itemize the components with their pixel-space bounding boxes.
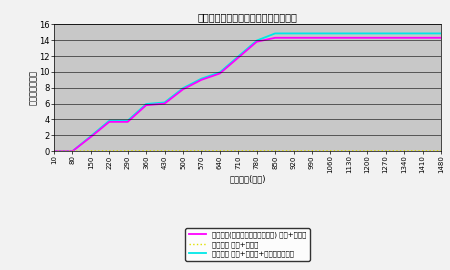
- 定率減税(今年もし去年同様なら) 国税+地方税: [125, 120, 130, 123]
- 増税割合 国税+地方税+定率減税廃止分: [420, 32, 425, 35]
- 定率減税(今年もし去年同様なら) 国税+地方税: [88, 135, 94, 139]
- 定率減税(今年もし去年同様なら) 国税+地方税: [70, 150, 75, 153]
- 増税割合 国税+地方税+定率減税廃止分: [272, 32, 278, 35]
- 増税割合 国税+地方税+定率減税廃止分: [217, 71, 223, 74]
- 増税割合 国税+地方税: [217, 149, 223, 153]
- 増税割合 国税+地方税: [125, 149, 130, 153]
- 増税割合 国税+地方税: [107, 149, 112, 153]
- 増税割合 国税+地方税: [162, 149, 167, 153]
- 定率減税(今年もし去年同様なら) 国税+地方税: [217, 72, 223, 75]
- 増税割合 国税+地方税+定率減税廃止分: [364, 32, 370, 35]
- X-axis label: 課税所得(万円): 課税所得(万円): [229, 175, 266, 184]
- 増税割合 国税+地方税: [309, 149, 315, 153]
- 増税割合 国税+地方税+定率減税廃止分: [438, 32, 444, 35]
- 増税割合 国税+地方税: [199, 149, 204, 153]
- 増税割合 国税+地方税+定率減税廃止分: [70, 150, 75, 153]
- 定率減税(今年もし去年同様なら) 国税+地方税: [364, 36, 370, 39]
- 増税割合 国税+地方税: [272, 149, 278, 153]
- 増税割合 国税+地方税: [88, 149, 94, 153]
- 増税割合 国税+地方税+定率減税廃止分: [383, 32, 388, 35]
- 増税割合 国税+地方税: [144, 149, 149, 153]
- 増税割合 国税+地方税+定率減税廃止分: [236, 55, 241, 58]
- 増税割合 国税+地方税: [180, 149, 186, 153]
- 定率減税(今年もし去年同様なら) 国税+地方税: [254, 40, 259, 43]
- 増税割合 国税+地方税+定率減税廃止分: [180, 86, 186, 90]
- 増税割合 国税+地方税+定率減税廃止分: [328, 32, 333, 35]
- 増税割合 国税+地方税+定率減税廃止分: [125, 119, 130, 122]
- 定率減税(今年もし去年同様なら) 国税+地方税: [328, 36, 333, 39]
- 増税割合 国税+地方税: [328, 149, 333, 153]
- 増税割合 国税+地方税+定率減税廃止分: [88, 134, 94, 138]
- 増税割合 国税+地方税: [254, 149, 259, 153]
- 増税割合 国税+地方税: [438, 149, 444, 153]
- 増税割合 国税+地方税+定率減税廃止分: [309, 32, 315, 35]
- 増税割合 国税+地方税+定率減税廃止分: [107, 119, 112, 122]
- 定率減税(今年もし去年同様なら) 国税+地方税: [401, 36, 407, 39]
- 定率減税(今年もし去年同様なら) 国税+地方税: [346, 36, 351, 39]
- Title: 税源移譲と定率減税廃止による増税額: 税源移譲と定率減税廃止による増税額: [198, 12, 297, 22]
- 定率減税(今年もし去年同様なら) 国税+地方税: [291, 36, 296, 39]
- 定率減税(今年もし去年同様なら) 国税+地方税: [107, 120, 112, 123]
- 増税割合 国税+地方税: [51, 150, 57, 153]
- 増税割合 国税+地方税: [346, 149, 351, 153]
- Line: 定率減税(今年もし去年同様なら) 国税+地方税: 定率減税(今年もし去年同様なら) 国税+地方税: [54, 38, 441, 151]
- 増税割合 国税+地方税: [401, 149, 407, 153]
- 定率減税(今年もし去年同様なら) 国税+地方税: [199, 78, 204, 82]
- 定率減税(今年もし去年同様なら) 国税+地方税: [51, 150, 57, 153]
- 増税割合 国税+地方税: [70, 150, 75, 153]
- 増税割合 国税+地方税+定率減税廃止分: [199, 77, 204, 80]
- 増税割合 国税+地方税+定率減税廃止分: [346, 32, 351, 35]
- 定率減税(今年もし去年同様なら) 国税+地方税: [420, 36, 425, 39]
- 定率減税(今年もし去年同様なら) 国税+地方税: [309, 36, 315, 39]
- 定率減税(今年もし去年同様なら) 国税+地方税: [272, 36, 278, 39]
- 増税割合 国税+地方税+定率減税廃止分: [401, 32, 407, 35]
- 定率減税(今年もし去年同様なら) 国税+地方税: [162, 102, 167, 105]
- 定率減税(今年もし去年同様なら) 国税+地方税: [438, 36, 444, 39]
- 増税割合 国税+地方税+定率減税廃止分: [51, 150, 57, 153]
- 定率減税(今年もし去年同様なら) 国税+地方税: [383, 36, 388, 39]
- 増税割合 国税+地方税+定率減税廃止分: [162, 101, 167, 104]
- Legend: 定率減税(今年もし去年同様なら) 国税+地方税, 増税割合 国税+地方税, 増税割合 国税+地方税+定率減税廃止分: 定率減税(今年もし去年同様なら) 国税+地方税, 増税割合 国税+地方税, 増税…: [185, 228, 310, 261]
- 増税割合 国税+地方税: [291, 149, 296, 153]
- 増税割合 国税+地方税+定率減税廃止分: [291, 32, 296, 35]
- 増税割合 国税+地方税+定率減税廃止分: [254, 39, 259, 42]
- Y-axis label: 課税額（万円）: 課税額（万円）: [29, 70, 38, 105]
- 定率減税(今年もし去年同様なら) 国税+地方税: [180, 88, 186, 91]
- 増税割合 国税+地方税+定率減税廃止分: [144, 102, 149, 106]
- 増税割合 国税+地方税: [420, 149, 425, 153]
- 増税割合 国税+地方税: [236, 149, 241, 153]
- 定率減税(今年もし去年同様なら) 国税+地方税: [236, 56, 241, 59]
- 増税割合 国税+地方税: [383, 149, 388, 153]
- Line: 増税割合 国税+地方税+定率減税廃止分: 増税割合 国税+地方税+定率減税廃止分: [54, 33, 441, 151]
- 増税割合 国税+地方税: [364, 149, 370, 153]
- 定率減税(今年もし去年同様なら) 国税+地方税: [144, 104, 149, 107]
